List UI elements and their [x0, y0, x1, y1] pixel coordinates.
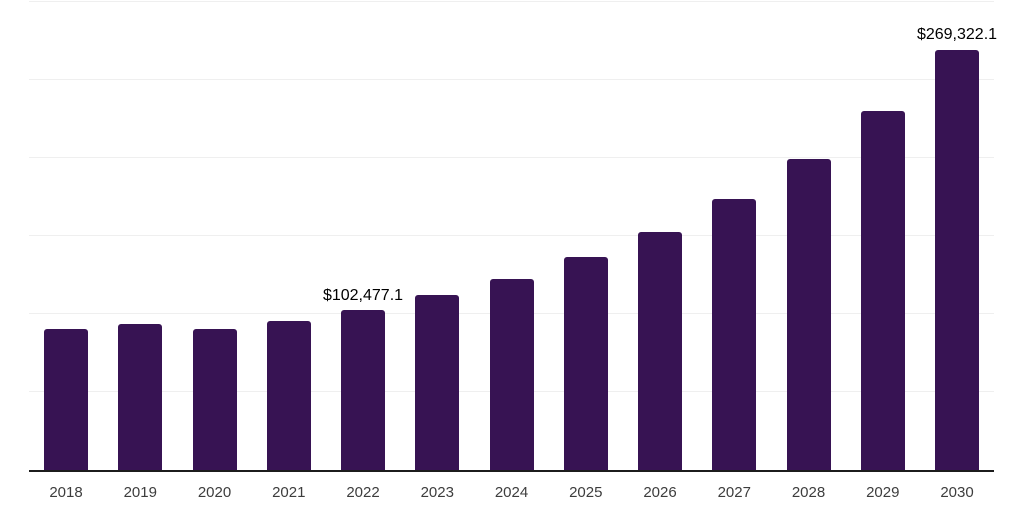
bar-2029	[860, 110, 905, 470]
x-tick-label-2018: 2018	[49, 484, 83, 501]
bar-2018	[44, 328, 88, 470]
x-tick-label-2026: 2026	[643, 484, 677, 501]
bar-2022	[341, 310, 385, 470]
bar-2020	[192, 329, 237, 470]
bar-2030	[935, 49, 979, 470]
bar-2021	[266, 320, 311, 470]
bar-value-label-2022: $102,477.1	[322, 286, 404, 304]
bar-2023	[415, 295, 460, 470]
x-tick-label-2022: 2022	[346, 484, 380, 501]
bar-2027	[712, 199, 757, 470]
x-tick-label-2029: 2029	[866, 484, 900, 501]
bar-2019	[118, 323, 163, 470]
gridline	[29, 1, 994, 2]
bar-2028	[786, 158, 831, 470]
plot-area: $102,477.1 $269,322.1	[29, 1, 998, 470]
x-tick-label-2024: 2024	[494, 484, 529, 501]
gridline	[29, 235, 994, 236]
bar-2025	[563, 257, 608, 470]
x-tick-label-2025: 2025	[569, 484, 603, 501]
x-axis-line	[29, 470, 994, 472]
gridline	[29, 79, 994, 80]
x-tick-label-2023: 2023	[420, 484, 454, 501]
gridline	[29, 157, 994, 158]
x-tick-label-2019: 2019	[123, 484, 157, 501]
x-tick-label-2021: 2021	[272, 484, 306, 501]
x-tick-label-2020: 2020	[197, 484, 232, 501]
bar-value-label-2030: $269,322.1	[916, 26, 998, 44]
bar-2024	[489, 279, 534, 470]
x-tick-label-2027: 2027	[717, 484, 751, 501]
x-tick-label-2030: 2030	[940, 484, 974, 501]
x-tick-label-2028: 2028	[791, 484, 826, 501]
bar-2026	[638, 231, 682, 470]
